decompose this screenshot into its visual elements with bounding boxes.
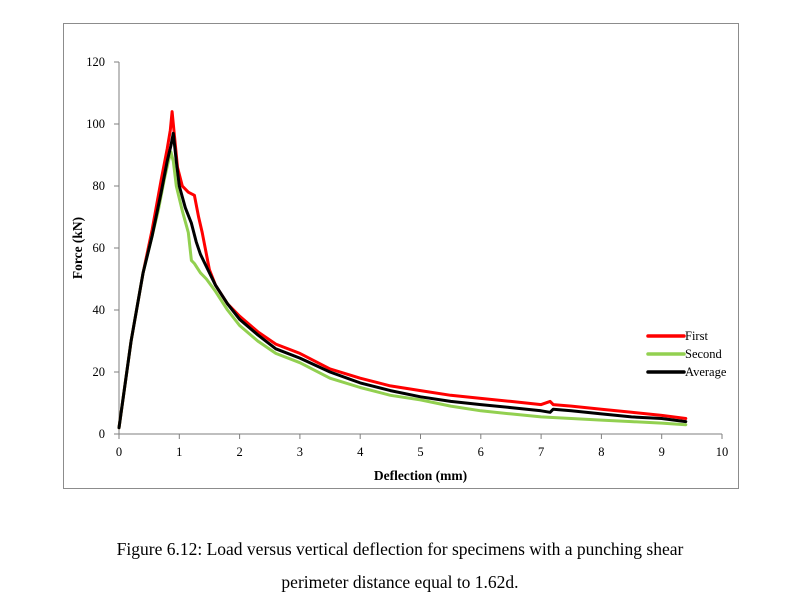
x-tick-label: 2	[236, 445, 242, 459]
legend-label-second: Second	[685, 347, 723, 361]
x-tick-label: 8	[598, 445, 604, 459]
caption-line-2: perimeter distance equal to 1.62d.	[281, 572, 519, 592]
y-tick-label: 20	[93, 365, 106, 379]
x-tick-label: 1	[176, 445, 182, 459]
caption-line-1: Figure 6.12: Load versus vertical deflec…	[116, 539, 684, 559]
axes: 0 20 40 60 80 100 120 0 1 2 3 4 5 6 7 8 9 10 Deflection (m…	[70, 55, 728, 483]
x-tick-label: 9	[659, 445, 665, 459]
series-lines	[117, 110, 688, 430]
y-tick-label: 40	[93, 303, 106, 317]
x-tick-label: 3	[297, 445, 303, 459]
x-tick-label: 5	[417, 445, 423, 459]
x-tick-label: 7	[538, 445, 544, 459]
x-axis-title: Deflection (mm)	[374, 468, 467, 483]
figure-caption: Figure 6.12: Load versus vertical deflec…	[0, 533, 800, 599]
y-tick-label: 120	[86, 55, 105, 69]
x-tick-label: 10	[716, 445, 729, 459]
chart-area: 0 20 40 60 80 100 120 0 1 2 3 4 5 6 7 8 9 10 Deflection (m…	[63, 23, 739, 489]
series-line-average	[117, 131, 688, 430]
series-line-first	[117, 110, 688, 430]
y-tick-label: 60	[93, 241, 106, 255]
x-tick-label: 6	[478, 445, 484, 459]
y-tick-label: 80	[93, 179, 106, 193]
legend-label-first: First	[685, 329, 708, 343]
y-axis-title: Force (kN)	[70, 217, 85, 279]
legend: First Second Average	[646, 329, 727, 379]
y-tick-label: 0	[99, 427, 105, 441]
y-tick-label: 100	[86, 117, 105, 131]
x-tick-label: 0	[116, 445, 122, 459]
legend-label-average: Average	[685, 365, 727, 379]
x-tick-label: 4	[357, 445, 364, 459]
line-chart: 0 20 40 60 80 100 120 0 1 2 3 4 5 6 7 8 9 10 Deflection (m…	[70, 55, 728, 483]
